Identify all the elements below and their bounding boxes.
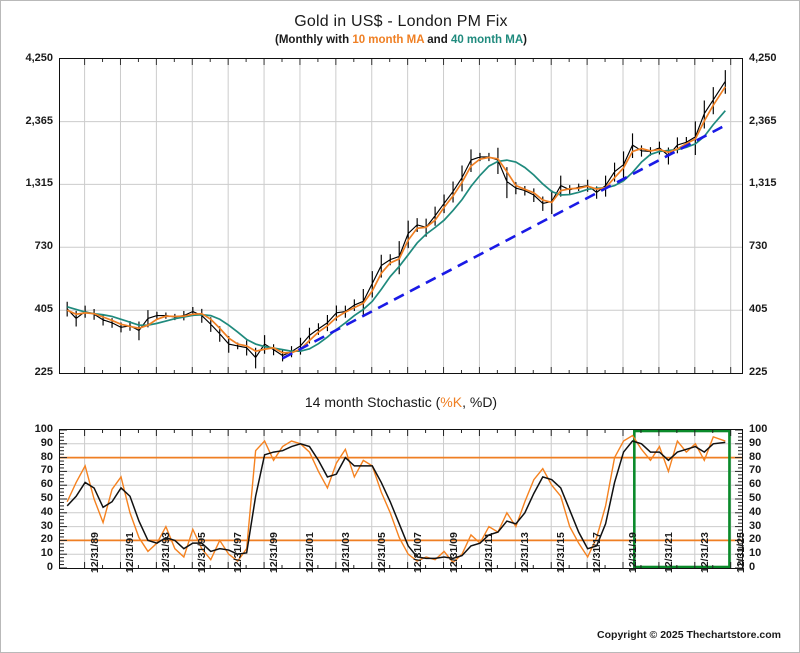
price-plot-area — [59, 58, 743, 374]
price-y-tick-left-1315: 1,315 — [25, 177, 53, 190]
legend-ma40-label: 40 month MA — [450, 34, 524, 46]
x-tick-label-12-31-23: 12/31/23 — [698, 532, 711, 573]
x-tick-label-12-31-89: 12/31/89 — [88, 532, 101, 573]
x-tick-label-12-31-03: 12/31/03 — [339, 532, 352, 573]
stoch-y-tick-right-60: 60 — [749, 478, 762, 491]
x-tick-label-12-31-93: 12/31/93 — [160, 532, 173, 573]
stoch-y-tick-left-90: 90 — [40, 436, 53, 449]
stoch-y-tick-right-40: 40 — [749, 505, 762, 518]
price-y-tick-right-405: 405 — [749, 303, 768, 316]
price-y-tick-left-2365: 2,365 — [25, 114, 53, 127]
x-tick-label-12-31-05: 12/31/05 — [375, 532, 388, 573]
stoch-y-tick-right-80: 80 — [749, 450, 762, 463]
x-tick-label-12-31-17: 12/31/17 — [591, 532, 604, 573]
stoch-y-tick-right-30: 30 — [749, 519, 762, 532]
price-bars — [66, 70, 726, 369]
price-y-tick-right-1315: 1,315 — [749, 177, 777, 190]
highlight-box — [633, 430, 731, 568]
stoch-y-tick-left-80: 80 — [40, 450, 53, 463]
price-y-tick-right-2365: 2,365 — [749, 114, 777, 127]
stoch-y-tick-left-30: 30 — [40, 519, 53, 532]
x-tick-label-12-31-97: 12/31/97 — [232, 532, 245, 573]
stoch-y-tick-left-70: 70 — [40, 464, 53, 477]
stoch-y-tick-left-100: 100 — [34, 423, 53, 435]
x-tick-label-12-31-91: 12/31/91 — [124, 532, 137, 573]
x-tick-label-12-31-99: 12/31/99 — [268, 532, 281, 573]
stochastic-plot-svg — [60, 430, 742, 568]
stoch-y-tick-right-10: 10 — [749, 547, 762, 560]
x-tick-label-12-31-01: 12/31/01 — [303, 532, 316, 573]
stoch-y-tick-right-90: 90 — [749, 436, 762, 449]
x-tick-label-12-31-21: 12/31/21 — [662, 532, 675, 573]
stochastic-k-line — [66, 434, 726, 564]
legend-ma10-label: 10 month MA — [352, 34, 425, 46]
price-y-tick-right-4250: 4,250 — [749, 52, 777, 64]
stoch-y-tick-left-0: 0 — [46, 561, 53, 573]
subtitle-mid: and — [424, 34, 451, 46]
stoch-title-tail: , %D) — [462, 394, 498, 410]
price-y-tick-right-730: 730 — [749, 240, 768, 253]
stochastic-chart-title: 14 month Stochastic (%K, %D) — [1, 394, 800, 410]
price-chart-title: Gold in US$ - London PM Fix — [294, 13, 508, 30]
stoch-y-tick-right-0: 0 — [749, 561, 756, 573]
x-tick-label-12-31-19: 12/31/19 — [627, 532, 639, 573]
price-x-ticks — [84, 59, 732, 373]
x-tick-label-12-31-11: 12/31/11 — [483, 532, 496, 573]
stoch-y-tick-left-20: 20 — [40, 533, 53, 546]
x-tick-label-12-31-15: 12/31/15 — [555, 532, 568, 573]
price-y-tick-right-225: 225 — [749, 366, 768, 378]
ma10-line — [66, 86, 727, 354]
stoch-y-tick-right-100: 100 — [749, 423, 768, 435]
stoch-y-tick-right-70: 70 — [749, 464, 762, 477]
subtitle-tail: ) — [523, 34, 527, 46]
price-gridlines — [60, 59, 742, 373]
stoch-y-tick-right-20: 20 — [749, 533, 762, 546]
stoch-y-tick-right-50: 50 — [749, 492, 762, 504]
stoch-title-k: %K — [440, 394, 463, 410]
price-y-tick-left-4250: 4,250 — [25, 52, 53, 64]
price-plot-svg — [60, 59, 742, 373]
stoch-y-tick-left-10: 10 — [40, 547, 53, 560]
subtitle-lead: (Monthly with — [275, 34, 353, 46]
stoch-y-tick-left-40: 40 — [40, 505, 53, 518]
x-tick-label-12-31-13: 12/31/13 — [519, 532, 532, 573]
x-tick-label-12-31-07: 12/31/07 — [411, 532, 424, 573]
stochastic-plot-area — [59, 429, 743, 569]
price-y-tick-left-730: 730 — [34, 240, 53, 253]
stoch-y-tick-left-60: 60 — [40, 478, 53, 491]
price-chart-subtitle: (Monthly with 10 month MA and 40 month M… — [1, 34, 800, 46]
price-y-tick-left-225: 225 — [34, 366, 53, 378]
stochastic-d-line — [66, 440, 726, 560]
ma40-line — [66, 110, 726, 353]
stochastic-minor-ticks — [60, 430, 742, 568]
stoch-title-lead: 14 month Stochastic ( — [304, 394, 441, 410]
price-y-tick-left-405: 405 — [34, 303, 53, 316]
stoch-y-tick-left-50: 50 — [40, 492, 53, 504]
x-tick-label-12-31-25: 12/31/25 — [734, 532, 747, 573]
copyright-notice: Copyright © 2025 Thechartstore.com — [597, 629, 781, 641]
x-tick-label-12-31-09: 12/31/09 — [447, 532, 460, 573]
trendline — [281, 125, 723, 360]
stochastic-x-ticks — [84, 430, 732, 568]
x-tick-label-12-31-95: 12/31/95 — [196, 532, 209, 573]
